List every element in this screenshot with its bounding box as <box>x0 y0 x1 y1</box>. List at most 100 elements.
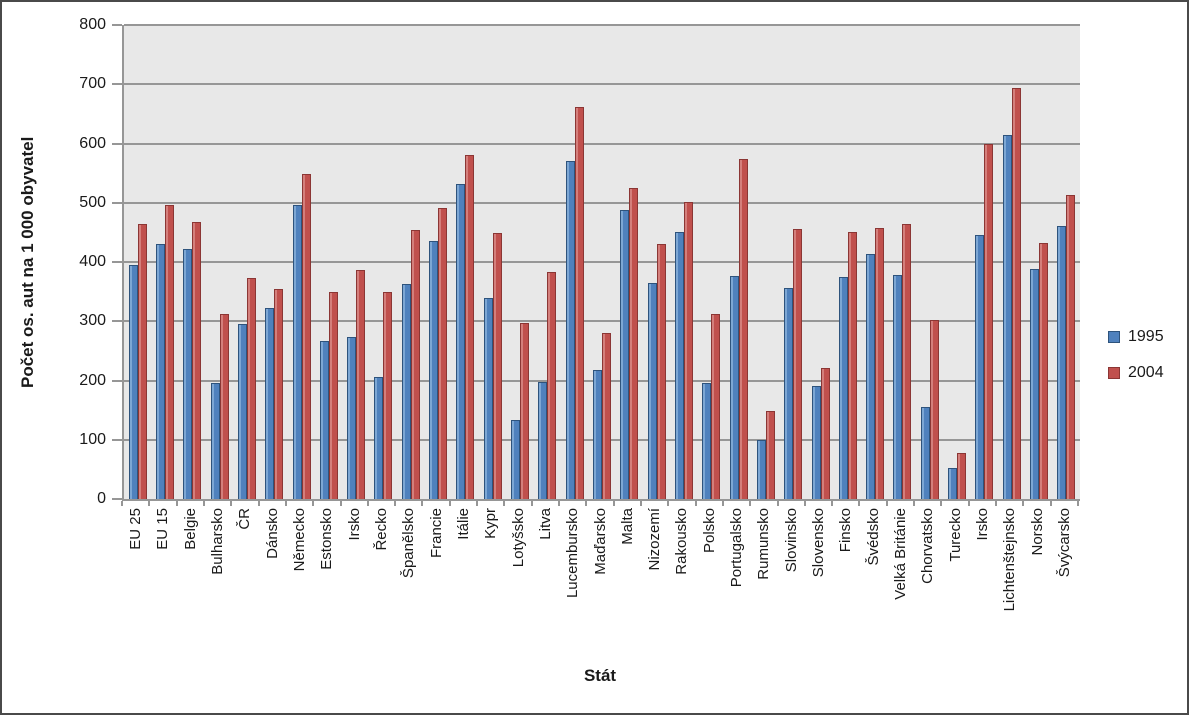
y-tick-label-300: 300 <box>79 312 106 330</box>
x-axis-tick <box>667 501 670 506</box>
x-category-label-bulharsko: Bulharsko <box>209 508 227 575</box>
x-category-label-lichten-tejnsko: Lichtenštejnsko <box>1001 508 1019 612</box>
y-tick-label-700: 700 <box>79 75 106 93</box>
bar-ma-arsko-1995 <box>593 370 602 499</box>
bar--r-2004 <box>246 278 256 499</box>
y-tick-label-100: 100 <box>79 430 106 448</box>
y-axis-title: Počet os. aut na 1 000 obyvatel <box>18 136 37 388</box>
bar-rakousko-2004 <box>683 202 693 499</box>
bar-n-mecko-1995 <box>292 205 302 499</box>
x-category-label-estonsko: Estonsko <box>318 508 336 570</box>
x-axis-tick <box>284 501 287 506</box>
x-category-label-portugalsko: Portugalsko <box>728 508 746 588</box>
x-axis-tick <box>312 501 315 506</box>
bar-lichten-tejnsko-2004 <box>1011 87 1021 499</box>
bar--v-dsko-2004 <box>875 227 885 499</box>
bar-rakousko-1995 <box>674 232 684 499</box>
y-axis-tick-400 <box>112 261 122 263</box>
y-tick-label-0: 0 <box>97 490 106 507</box>
y-tick-label-500: 500 <box>79 193 106 211</box>
bar-d-nsko-1995 <box>265 308 275 499</box>
x-axis-tick <box>1077 501 1079 506</box>
bar-rumunsko-2004 <box>765 410 775 499</box>
gridline-700 <box>124 83 1080 86</box>
bar--ecko-2004 <box>383 291 393 499</box>
x-category-label--ecko: Řecko <box>372 508 390 551</box>
bar-rumunsko-1995 <box>756 440 766 499</box>
x-axis-tick <box>230 501 233 506</box>
bar-slovensko-1995 <box>811 385 821 499</box>
bar-polsko-1995 <box>702 382 712 499</box>
legend: 1995 2004 <box>1108 328 1164 382</box>
x-category-label-d-nsko: Dánsko <box>263 508 281 559</box>
x-category-label-francie: Francie <box>427 508 445 559</box>
legend-label-2004: 2004 <box>1128 364 1164 381</box>
bar-francie-2004 <box>438 208 448 499</box>
gridline-600 <box>124 142 1080 145</box>
x-axis-tick <box>639 501 642 506</box>
x-category-label-belgie: Belgie <box>181 508 199 550</box>
bar-lucembursko-1995 <box>565 161 575 499</box>
x-axis-tick <box>503 501 506 506</box>
x-category-label-ma-arsko: Maďarsko <box>591 508 609 575</box>
bar--ecko-1995 <box>374 376 384 499</box>
y-axis-tick-700 <box>112 83 122 86</box>
y-axis-tick-0 <box>112 498 122 500</box>
x-axis-tick <box>940 501 943 506</box>
x-axis-tick <box>995 501 998 506</box>
bar-velk-brit-nie-2004 <box>902 223 912 499</box>
y-tick-label-600: 600 <box>79 134 106 152</box>
bar-bulharsko-2004 <box>219 313 229 499</box>
bar-belgie-2004 <box>192 222 202 499</box>
x-category-label--v-dsko: Švédsko <box>864 508 882 566</box>
bar-irsko-2004 <box>984 143 994 499</box>
legend-item-2004: 2004 <box>1108 364 1164 382</box>
bar-turecko-1995 <box>948 468 958 499</box>
bar-portugalsko-1995 <box>729 276 739 499</box>
bar-eu-25-1995 <box>128 265 138 499</box>
x-category-label-eu-25: EU 25 <box>127 508 145 550</box>
legend-item-1995: 1995 <box>1108 328 1164 346</box>
x-axis-tick <box>257 501 260 506</box>
bar-velk-brit-nie-1995 <box>893 275 903 499</box>
bar-finsko-2004 <box>847 232 857 499</box>
bar-turecko-2004 <box>957 453 967 499</box>
y-tick-label-800: 800 <box>79 16 106 33</box>
x-category-label-nizozem-: Nizozemí <box>646 508 664 571</box>
bar-it-lie-2004 <box>465 154 475 499</box>
x-category-label-norsko: Norsko <box>1028 508 1046 556</box>
bar--pan-lsko-2004 <box>410 230 420 499</box>
x-axis-tick <box>366 501 369 506</box>
x-axis-title: Stát <box>583 666 617 685</box>
bar-lucembursko-2004 <box>574 107 584 499</box>
bar-nizozem--1995 <box>647 282 657 499</box>
x-category-label-litva: Litva <box>536 508 554 540</box>
x-axis-tick <box>530 501 533 506</box>
legend-swatch-1995 <box>1108 331 1120 343</box>
bar-ma-arsko-2004 <box>602 333 611 499</box>
x-axis-tick <box>476 501 479 506</box>
x-axis-tick <box>913 501 916 506</box>
bar--r-1995 <box>237 324 247 499</box>
x-category-label-it-lie: Itálie <box>454 508 472 540</box>
x-axis-tick <box>394 501 397 506</box>
x-category-label--r: ČR <box>236 508 254 530</box>
bar-eu-25-2004 <box>137 223 147 499</box>
legend-label-1995: 1995 <box>1128 328 1164 345</box>
x-category-label-rakousko: Rakousko <box>673 508 691 575</box>
bar-nizozem--2004 <box>656 244 666 499</box>
bar-irsko-2004 <box>356 270 366 499</box>
x-category-label-slovinsko: Slovinsko <box>782 508 800 573</box>
bar-eu-15-1995 <box>155 244 165 499</box>
x-category-label-loty-sko: Lotyšsko <box>509 508 527 568</box>
x-category-label-polsko: Polsko <box>700 508 718 554</box>
x-category-label-lucembursko: Lucembursko <box>564 508 582 599</box>
y-tick-label-200: 200 <box>79 371 106 389</box>
x-category-label-irsko: Irsko <box>345 508 363 541</box>
bar-portugalsko-2004 <box>738 158 748 499</box>
bar-estonsko-2004 <box>328 291 338 499</box>
bar-irsko-1995 <box>347 337 357 499</box>
x-category-label-n-mecko: Německo <box>291 508 309 572</box>
x-axis-tick <box>1022 501 1025 506</box>
x-axis-tick <box>885 501 888 506</box>
